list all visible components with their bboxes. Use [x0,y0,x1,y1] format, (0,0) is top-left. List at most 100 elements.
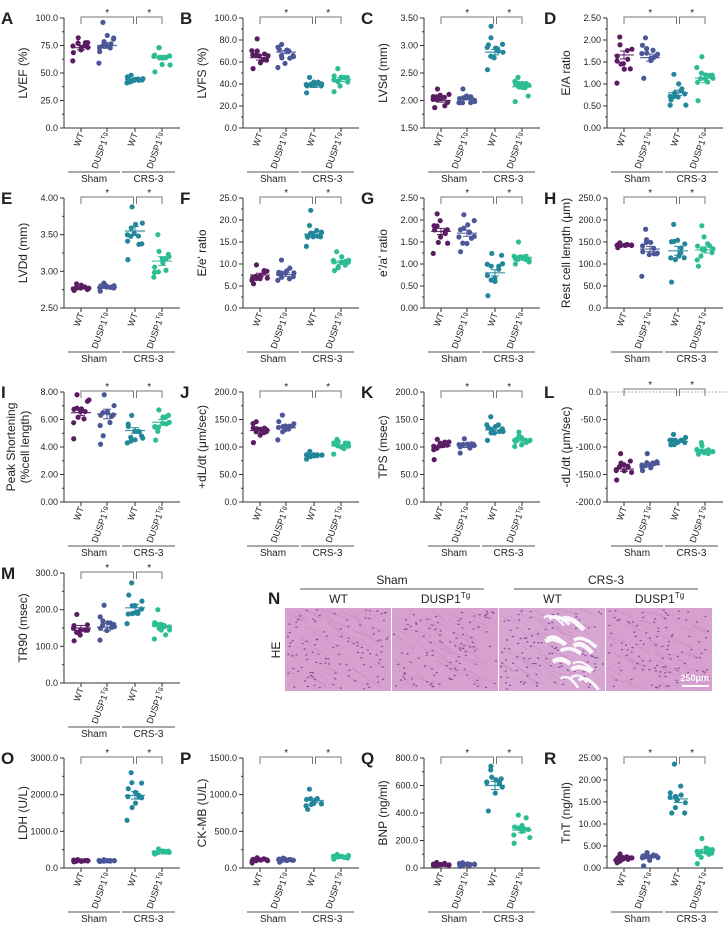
data-point [498,252,505,258]
nucleus [337,653,341,656]
nucleus [409,625,413,628]
data-point [155,269,162,275]
nucleus [461,627,464,629]
data-point [672,805,678,811]
significance-star: * [105,188,109,199]
nucleus [700,652,703,655]
nucleus [464,650,467,653]
nucleus [526,641,529,643]
y-tick-label: 6.00 [40,415,58,425]
muscle-fiber [430,609,443,619]
x-label-text: DUSP1 [145,512,165,544]
data-point [432,105,438,111]
y-tick-label: 3000.0 [30,753,58,763]
x-label-text: DUSP1 [633,512,653,544]
y-tick-label: 150.0 [214,415,237,425]
nucleus [305,609,308,612]
data-point [139,795,145,801]
x-label-superscript: Tg [643,505,652,515]
data-point [499,426,505,432]
nucleus [556,613,560,615]
x-label-wt: WT [669,311,683,328]
nucleus [547,622,551,625]
x-label-superscript: Tg [100,131,109,141]
nucleus [558,666,561,668]
panel-l: L -dL/dt (μm/sec)-200.0 -150.0 -100.0 -50.0 0… [544,380,728,559]
nucleus [536,633,540,635]
data-point [110,412,116,418]
nucleus [429,641,433,644]
nucleus [653,618,657,620]
nucleus [687,610,690,613]
nucleus [515,627,519,629]
data-point [138,606,145,612]
data-point [107,419,113,426]
muscle-fiber [430,679,444,687]
muscle-fiber [356,619,366,630]
x-label-text: DUSP1 [450,318,470,350]
data-point [642,35,649,41]
nucleus [581,653,584,655]
x-label-superscript: Tg [155,871,164,881]
data-point [525,93,531,99]
significance-bracket-1 [80,16,134,24]
data-point [617,42,623,48]
significance-bracket-1 [259,756,313,764]
nucleus [377,662,380,664]
x-label-superscript: Tg [515,505,524,515]
y-tick-label: 100.0 [578,259,601,269]
nucleus [695,656,698,659]
nucleus [701,677,705,680]
data-point [667,790,673,796]
nucleus [528,628,531,630]
nucleus [665,626,668,629]
nucleus [485,616,488,619]
significance-star: * [326,8,330,19]
scale-bar-label: 250μm [680,673,709,683]
nucleus [309,671,312,674]
data-point [278,257,285,263]
x-label-text: DUSP1 [505,512,525,544]
nucleus [405,628,408,630]
data-point [105,620,111,626]
nucleus [299,615,302,617]
data-point [304,90,310,96]
significance-bracket-1 [623,196,677,204]
nucleus [379,639,382,641]
nucleus [653,621,656,623]
y-tick-label: 100.0 [214,442,237,452]
data-point [308,801,314,808]
x-label-superscript: Tg [698,871,707,881]
x-label-wt: WT [126,311,140,328]
nucleus [695,621,699,623]
muscle-fiber [676,656,689,667]
group-label-crs: CRS-3 [133,354,163,365]
group-label-crs: CRS-3 [493,354,523,365]
muscle-fiber [644,635,656,645]
muscle-fiber [423,648,439,654]
data-point [278,53,285,59]
nucleus [628,622,631,624]
data-point [286,276,293,282]
y-tick-label: 100.0 [35,641,58,651]
data-point [699,54,705,60]
x-label-text: DUSP1 [633,878,653,910]
nucleus [375,654,378,656]
muscle-fiber [313,668,325,679]
data-point [124,621,130,627]
nucleus [631,621,635,623]
nucleus [474,663,477,665]
data-point [125,423,131,430]
x-label-dusp1tg: DUSP1Tg [90,871,112,910]
data-point [125,257,131,263]
data-point [331,440,337,446]
nucleus [529,616,532,619]
y-axis-label: Peak Shortening [4,403,18,492]
data-point [670,431,677,437]
nucleus [473,683,476,685]
x-label-wt: WT [305,871,319,888]
y-axis-label: LVFS (%) [195,47,209,98]
